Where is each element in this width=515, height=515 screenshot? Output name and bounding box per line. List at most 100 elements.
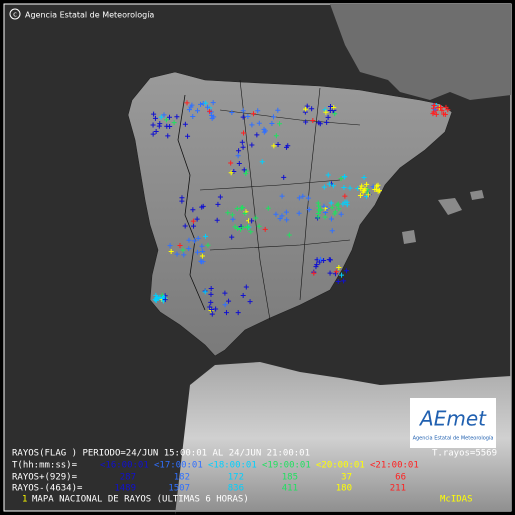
legend-value: 1489 (114, 484, 136, 494)
strike (245, 224, 251, 230)
strike (151, 111, 157, 117)
strike (441, 111, 447, 117)
strike (310, 118, 316, 124)
strike (433, 111, 439, 117)
strike (214, 217, 220, 223)
strike (195, 108, 201, 114)
legend-value: <20:00:01 (316, 461, 365, 471)
strike (205, 104, 211, 110)
strike (215, 201, 221, 207)
strike (335, 278, 341, 284)
strike (208, 291, 214, 297)
strike (321, 184, 327, 190)
legend-value: 180 (336, 484, 352, 494)
strike (209, 113, 215, 119)
strike (203, 233, 209, 239)
positive-label: RAYOS+(929)= (12, 473, 78, 483)
strike (339, 272, 345, 278)
strike (270, 114, 276, 120)
strike (331, 105, 337, 111)
strike (191, 238, 197, 244)
strike (240, 293, 246, 299)
strike (273, 133, 279, 139)
strike (208, 299, 214, 305)
strike (190, 218, 196, 224)
strike (207, 108, 213, 114)
strike (247, 299, 253, 305)
strike (364, 181, 370, 187)
strike (316, 120, 322, 126)
negative-label: RAYOS-(4634)= (12, 484, 83, 494)
strike (277, 216, 283, 222)
logo-box (410, 398, 496, 448)
strike (194, 249, 200, 255)
iberia (127, 71, 453, 357)
strike (326, 181, 332, 187)
strike (302, 106, 308, 112)
strike (232, 224, 238, 230)
strike (324, 119, 330, 125)
strike (157, 294, 163, 300)
strike (153, 297, 159, 303)
strike (296, 195, 302, 201)
strike (249, 122, 255, 128)
strike (318, 256, 324, 262)
strike (245, 113, 251, 119)
strike (177, 242, 183, 248)
strike (205, 242, 211, 248)
period: RAYOS(FLAG ) PERIODO=24/JUN 15:00:01 AL … (12, 449, 310, 459)
strike (229, 109, 235, 115)
strike (161, 112, 167, 118)
strike (343, 268, 349, 274)
strike (432, 107, 438, 113)
strike (358, 186, 364, 192)
legend-value: 66 (395, 473, 406, 483)
strike (240, 114, 246, 120)
strike (338, 176, 344, 182)
strike (336, 206, 342, 212)
strike (162, 297, 168, 303)
strike (189, 102, 195, 108)
strike (306, 207, 312, 213)
strike (179, 195, 185, 201)
strike (249, 218, 255, 224)
strike (322, 214, 328, 220)
strike (182, 121, 188, 127)
strike (321, 258, 327, 264)
strike (326, 257, 332, 263)
lightning-strikes (150, 100, 451, 317)
strike (238, 227, 244, 233)
strike (194, 216, 200, 222)
strike (259, 159, 265, 165)
strike (185, 133, 191, 139)
strike (372, 186, 378, 192)
legend-value: <16:00:01 (100, 461, 149, 471)
strike (275, 107, 281, 113)
france (330, 4, 511, 100)
strike (271, 143, 277, 149)
strike (327, 270, 333, 276)
strike (300, 193, 306, 199)
strike (256, 223, 262, 229)
strike (199, 204, 205, 210)
strike (225, 210, 231, 216)
strike (198, 101, 204, 107)
strike (283, 209, 289, 215)
strike (279, 213, 285, 219)
strike (231, 169, 237, 175)
strike (322, 210, 328, 216)
footer-title: MAPA NACIONAL DE RAYOS (ULTIMAS 6 HORAS) (32, 495, 249, 505)
legend-value: 211 (390, 484, 406, 494)
strike (248, 229, 254, 235)
region-border (199, 79, 361, 321)
strike (317, 259, 323, 265)
strike (332, 111, 338, 117)
strike (330, 183, 336, 189)
logo-name: AEmet (418, 407, 487, 431)
strike (249, 142, 255, 148)
strike (431, 102, 437, 108)
strike (234, 206, 240, 212)
strike (236, 148, 242, 154)
strike (329, 205, 335, 211)
